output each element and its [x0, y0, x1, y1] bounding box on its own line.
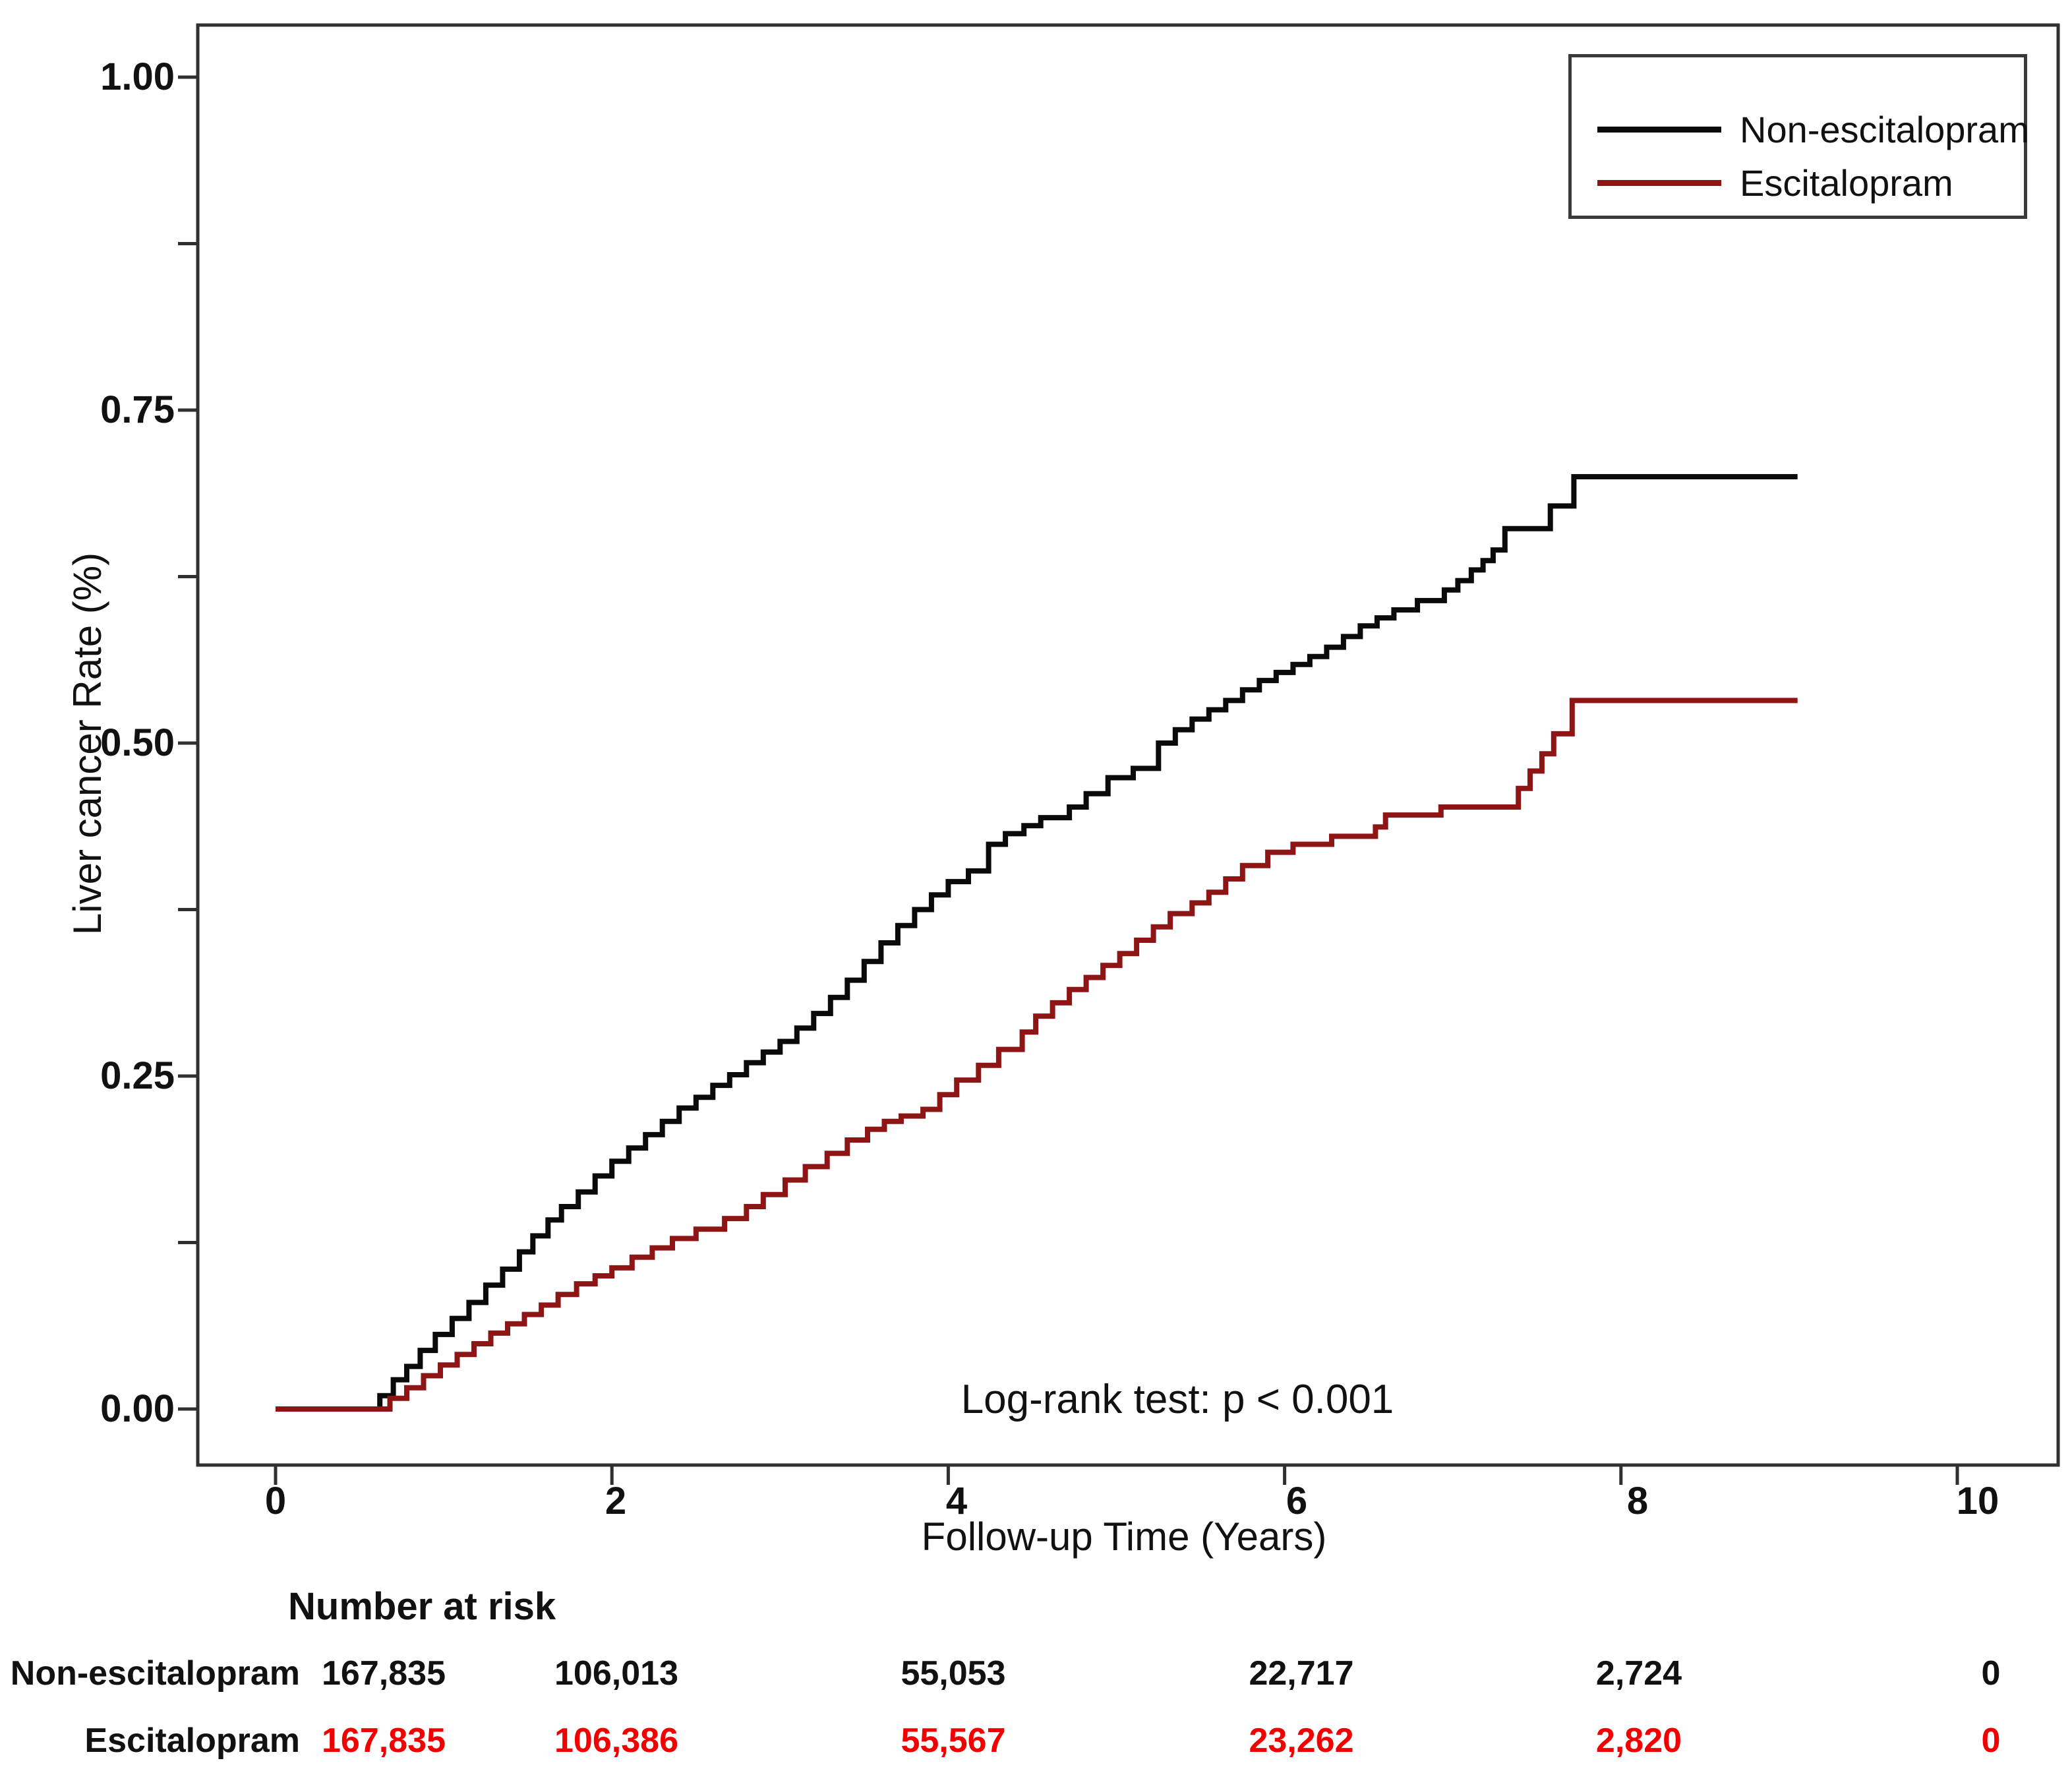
risk-value: 22,717 [1249, 1654, 1354, 1693]
legend-entry-escitalopram: Escitalopram [1572, 160, 1953, 206]
y-tick-label-0.25: 0.25 [100, 1054, 175, 1097]
risk-value: 23,262 [1249, 1722, 1354, 1760]
legend-label: Non-escitalopram [1740, 108, 2029, 150]
risk-row-label-escitalopram: Escitalopram [84, 1722, 300, 1760]
legend-label: Escitalopram [1740, 162, 1953, 204]
y-tick-label-0.75: 0.75 [100, 388, 175, 431]
x-axis-title: Follow-up Time (Years) [921, 1515, 1327, 1559]
legend-entry-non-escitalopram: Non-escitalopram [1572, 106, 2029, 152]
risk-value: 167,835 [322, 1722, 446, 1760]
curve-escitalopram [276, 698, 1798, 1412]
x-tick-label-10: 10 [1956, 1480, 1999, 1522]
y-tick-label-1.00: 1.00 [100, 55, 175, 98]
risk-table-heading: Number at risk [288, 1585, 556, 1628]
x-tick-label-4: 4 [945, 1480, 968, 1522]
risk-value: 0 [1981, 1722, 2001, 1760]
risk-value: 0 [1981, 1654, 2001, 1693]
risk-value: 55,567 [901, 1722, 1006, 1760]
x-tick-label-6: 6 [1286, 1480, 1308, 1522]
x-tick-label-0: 0 [264, 1480, 287, 1522]
curve-non-escitalopram [276, 474, 1798, 1412]
risk-value: 55,053 [901, 1654, 1006, 1693]
y-axis-title: Liver cancer Rate (%) [65, 552, 109, 936]
risk-value: 2,724 [1595, 1654, 1682, 1693]
risk-value: 2,820 [1595, 1722, 1682, 1760]
non-escitalopram-line-swatch [1597, 126, 1721, 133]
escitalopram-line-swatch [1597, 179, 1721, 186]
risk-row-label-non-escitalopram: Non-escitalopram [10, 1654, 300, 1693]
risk-value: 106,013 [554, 1654, 678, 1693]
y-tick-label-0.50: 0.50 [100, 721, 175, 764]
risk-value: 106,386 [554, 1722, 678, 1760]
legend: Non-escitalopram Escitalopram [1568, 54, 2029, 219]
risk-value: 167,835 [322, 1654, 446, 1693]
x-tick-label-8: 8 [1626, 1480, 1649, 1522]
log-rank-annotation: Log-rank test: p < 0.001 [961, 1377, 1394, 1422]
x-tick-label-2: 2 [605, 1480, 627, 1522]
y-tick-label-0.00: 0.00 [100, 1387, 175, 1430]
